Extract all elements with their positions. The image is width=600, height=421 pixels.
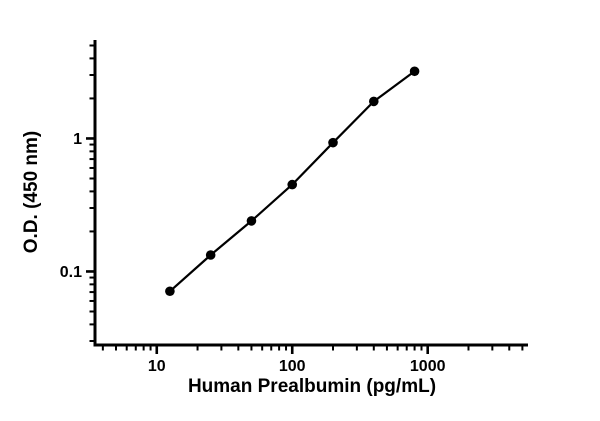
data-point [205, 250, 216, 260]
y-axis-title: O.D. (450 nm) [21, 131, 42, 253]
x-tick-label: 1000 [410, 358, 446, 375]
y-tick-label: 0.1 [60, 264, 82, 281]
data-point [287, 179, 298, 190]
data-point [246, 216, 257, 226]
x-tick-label: 100 [279, 358, 306, 375]
data-point [368, 96, 379, 107]
x-tick-label: 10 [148, 358, 166, 375]
tick-labels-layer: 10 100 1000 0.1 1 [60, 131, 446, 375]
ticks-layer [86, 44, 524, 354]
x-axis-title: Human Prealbumin (pg/mL) [188, 376, 436, 397]
y-tick-label: 1 [73, 131, 82, 148]
series-layer [165, 66, 420, 297]
data-point [328, 137, 338, 148]
data-point [165, 286, 175, 297]
data-point [409, 66, 420, 77]
axes-layer [93, 40, 528, 347]
